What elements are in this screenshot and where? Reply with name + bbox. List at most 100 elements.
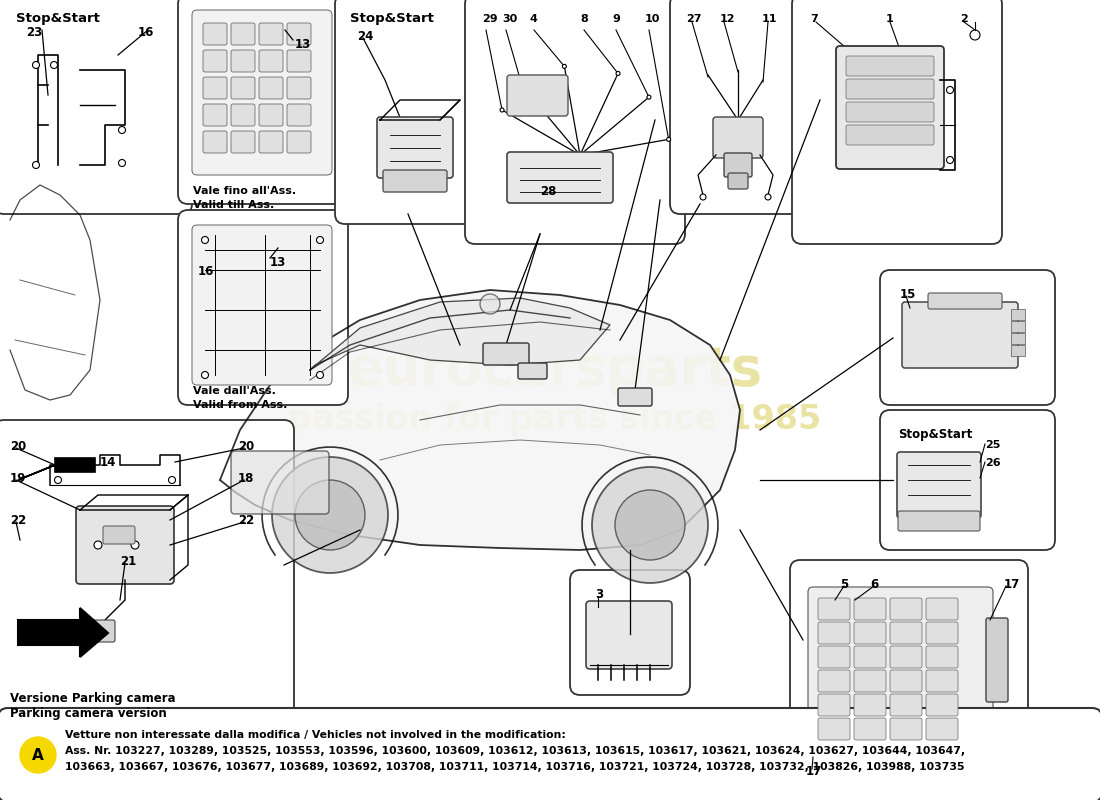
FancyBboxPatch shape bbox=[728, 173, 748, 189]
FancyBboxPatch shape bbox=[902, 302, 1018, 368]
FancyBboxPatch shape bbox=[926, 718, 958, 740]
FancyBboxPatch shape bbox=[846, 56, 934, 76]
Circle shape bbox=[131, 541, 139, 549]
FancyBboxPatch shape bbox=[792, 0, 1002, 244]
Text: passion for parts since 1985: passion for parts since 1985 bbox=[288, 403, 822, 437]
Text: 13: 13 bbox=[295, 38, 311, 51]
Text: Parking camera version: Parking camera version bbox=[10, 707, 167, 720]
FancyBboxPatch shape bbox=[231, 131, 255, 153]
FancyBboxPatch shape bbox=[926, 694, 958, 716]
FancyBboxPatch shape bbox=[724, 153, 752, 177]
Text: 22: 22 bbox=[238, 514, 254, 527]
FancyBboxPatch shape bbox=[818, 598, 850, 620]
FancyBboxPatch shape bbox=[986, 618, 1008, 702]
FancyBboxPatch shape bbox=[896, 452, 981, 518]
FancyBboxPatch shape bbox=[808, 587, 993, 762]
FancyBboxPatch shape bbox=[854, 670, 886, 692]
FancyBboxPatch shape bbox=[258, 50, 283, 72]
Circle shape bbox=[272, 457, 388, 573]
FancyBboxPatch shape bbox=[880, 410, 1055, 550]
Text: eurocarsparts: eurocarsparts bbox=[348, 344, 762, 396]
FancyBboxPatch shape bbox=[818, 694, 850, 716]
Text: 26: 26 bbox=[984, 458, 1001, 468]
Circle shape bbox=[94, 541, 102, 549]
Circle shape bbox=[562, 64, 566, 68]
Text: 14: 14 bbox=[100, 455, 117, 469]
Circle shape bbox=[51, 62, 57, 69]
FancyBboxPatch shape bbox=[890, 646, 922, 668]
Circle shape bbox=[500, 108, 504, 112]
FancyBboxPatch shape bbox=[1011, 345, 1025, 356]
FancyBboxPatch shape bbox=[880, 270, 1055, 405]
Text: 28: 28 bbox=[540, 185, 557, 198]
Circle shape bbox=[700, 194, 706, 200]
FancyBboxPatch shape bbox=[258, 77, 283, 99]
FancyBboxPatch shape bbox=[713, 117, 763, 158]
FancyBboxPatch shape bbox=[926, 622, 958, 644]
FancyBboxPatch shape bbox=[890, 670, 922, 692]
Text: 12: 12 bbox=[720, 14, 736, 24]
FancyBboxPatch shape bbox=[818, 622, 850, 644]
Circle shape bbox=[592, 467, 708, 583]
Text: Valid from Ass.: Valid from Ass. bbox=[192, 400, 287, 410]
FancyBboxPatch shape bbox=[258, 131, 283, 153]
Text: Versione Parking camera: Versione Parking camera bbox=[10, 692, 176, 705]
Circle shape bbox=[615, 490, 685, 560]
FancyBboxPatch shape bbox=[204, 77, 227, 99]
Text: Stop&Start: Stop&Start bbox=[16, 12, 100, 25]
FancyBboxPatch shape bbox=[854, 622, 886, 644]
FancyBboxPatch shape bbox=[1011, 309, 1025, 320]
Circle shape bbox=[520, 84, 524, 88]
FancyBboxPatch shape bbox=[103, 526, 135, 544]
Text: Stop&Start: Stop&Start bbox=[898, 428, 972, 441]
FancyBboxPatch shape bbox=[846, 125, 934, 145]
Text: 23: 23 bbox=[26, 26, 42, 39]
Text: Stop&Start: Stop&Start bbox=[350, 12, 433, 25]
FancyBboxPatch shape bbox=[854, 718, 886, 740]
FancyBboxPatch shape bbox=[231, 104, 255, 126]
Text: 4: 4 bbox=[530, 14, 538, 24]
FancyBboxPatch shape bbox=[890, 718, 922, 740]
FancyBboxPatch shape bbox=[818, 670, 850, 692]
FancyBboxPatch shape bbox=[287, 23, 311, 45]
FancyBboxPatch shape bbox=[204, 50, 227, 72]
Circle shape bbox=[119, 159, 125, 166]
FancyBboxPatch shape bbox=[287, 50, 311, 72]
Text: 21: 21 bbox=[120, 555, 136, 568]
Text: Vale dall'Ass.: Vale dall'Ass. bbox=[192, 386, 276, 396]
FancyBboxPatch shape bbox=[836, 46, 944, 169]
FancyBboxPatch shape bbox=[258, 104, 283, 126]
FancyBboxPatch shape bbox=[287, 131, 311, 153]
Text: 5: 5 bbox=[840, 578, 848, 591]
FancyBboxPatch shape bbox=[926, 670, 958, 692]
FancyBboxPatch shape bbox=[618, 388, 652, 406]
FancyBboxPatch shape bbox=[898, 511, 980, 531]
Text: 24: 24 bbox=[358, 30, 373, 43]
FancyBboxPatch shape bbox=[178, 0, 348, 204]
Text: 29: 29 bbox=[482, 14, 497, 24]
Circle shape bbox=[616, 71, 620, 75]
FancyBboxPatch shape bbox=[0, 708, 1100, 800]
FancyBboxPatch shape bbox=[76, 506, 174, 584]
Text: 10: 10 bbox=[645, 14, 660, 24]
Circle shape bbox=[295, 480, 365, 550]
FancyBboxPatch shape bbox=[670, 0, 808, 214]
Circle shape bbox=[201, 237, 209, 243]
FancyBboxPatch shape bbox=[507, 152, 613, 203]
Circle shape bbox=[667, 138, 671, 142]
FancyBboxPatch shape bbox=[231, 23, 255, 45]
FancyBboxPatch shape bbox=[818, 718, 850, 740]
Text: 18: 18 bbox=[238, 472, 254, 485]
Text: 103663, 103667, 103676, 103677, 103689, 103692, 103708, 103711, 103714, 103716, : 103663, 103667, 103676, 103677, 103689, … bbox=[65, 762, 965, 772]
FancyBboxPatch shape bbox=[465, 0, 685, 244]
Text: 16: 16 bbox=[138, 26, 154, 39]
Text: 20: 20 bbox=[238, 440, 254, 453]
FancyBboxPatch shape bbox=[0, 420, 294, 720]
Text: 22: 22 bbox=[10, 514, 26, 527]
FancyBboxPatch shape bbox=[287, 104, 311, 126]
FancyBboxPatch shape bbox=[82, 620, 116, 642]
FancyBboxPatch shape bbox=[383, 170, 447, 192]
Text: 30: 30 bbox=[502, 14, 517, 24]
Text: Vale fino all'Ass.: Vale fino all'Ass. bbox=[192, 186, 296, 196]
Circle shape bbox=[201, 371, 209, 378]
